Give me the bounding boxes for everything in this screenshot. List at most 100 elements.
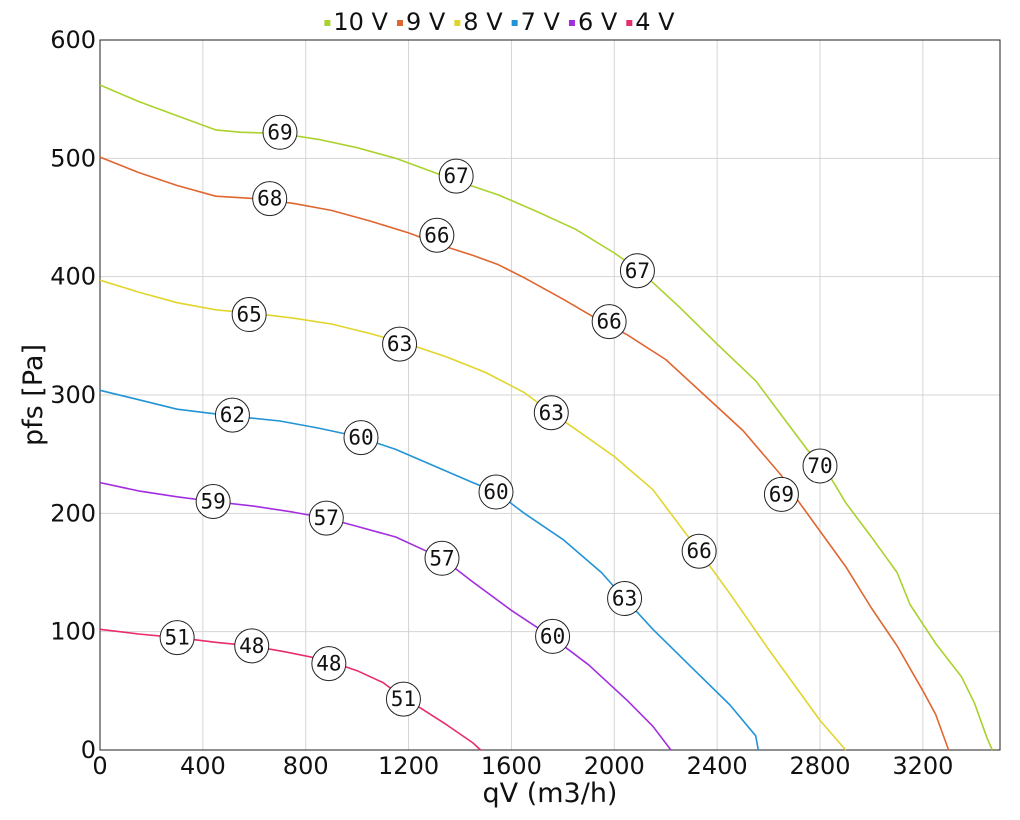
- data-label-circle: [763, 476, 799, 512]
- legend-label: 4 V: [635, 8, 675, 36]
- y-tick-labels: 0 100 200 300 400 500 600: [50, 26, 96, 764]
- legend-label: 9 V: [406, 8, 446, 36]
- data-label-text: 66: [596, 310, 621, 334]
- data-label-text: 60: [483, 480, 508, 504]
- x-tick-label: 2400: [687, 752, 748, 780]
- data-label: 60: [343, 420, 379, 456]
- data-label-text: 63: [387, 332, 412, 356]
- y-tick-label: 200: [50, 499, 96, 527]
- data-label-text: 69: [769, 482, 794, 506]
- data-label-circle: [234, 628, 270, 664]
- legend-swatch: [396, 20, 403, 26]
- plot-frame: [99, 39, 1001, 751]
- legend-item: 8 V: [454, 8, 503, 36]
- x-tick-label: 400: [180, 752, 226, 780]
- x-tick-label: 1200: [378, 752, 439, 780]
- data-label-circle: [802, 448, 838, 484]
- x-tick-label: 0: [92, 752, 107, 780]
- series-line: [99, 628, 482, 751]
- data-label-circle: [607, 581, 643, 617]
- x-tick-label: 800: [283, 752, 329, 780]
- data-label: 48: [311, 646, 347, 682]
- data-label-circle: [591, 304, 627, 340]
- series-line: [99, 481, 672, 751]
- x-tick-label: 3200: [892, 752, 953, 780]
- data-label-text: 70: [807, 454, 832, 478]
- x-tick-label: 2800: [789, 752, 850, 780]
- data-label-text: 67: [625, 259, 650, 283]
- data-label: 57: [308, 500, 344, 536]
- y-tick-label: 500: [50, 144, 96, 172]
- data-label-text: 57: [314, 506, 339, 530]
- data-label-circle: [535, 618, 571, 654]
- y-tick-label: 100: [50, 618, 96, 646]
- data-label-circle: [262, 114, 298, 150]
- data-label: 57: [424, 540, 460, 576]
- x-tick-label: 1600: [481, 752, 542, 780]
- data-label-text: 68: [257, 187, 282, 211]
- data-label: 60: [535, 618, 571, 654]
- x-tick-label: 2000: [584, 752, 645, 780]
- data-label-circle: [195, 484, 231, 519]
- data-label-circle: [159, 620, 195, 656]
- data-label-circle: [214, 397, 250, 433]
- data-label-text: 66: [424, 223, 449, 247]
- data-label-circle: [419, 217, 455, 253]
- data-label-circle: [343, 420, 379, 456]
- data-label-circle: [252, 181, 288, 217]
- legend-label: 7 V: [521, 8, 561, 36]
- legend-swatch: [626, 20, 633, 26]
- legend-item: 7 V: [511, 8, 561, 36]
- legend-label: 8 V: [463, 8, 503, 36]
- legend-swatch: [324, 20, 331, 26]
- data-label: 63: [382, 326, 418, 362]
- data-label-circle: [424, 540, 460, 576]
- legend-item: 6 V: [568, 8, 618, 36]
- data-label: 70: [802, 448, 838, 484]
- legend: 10 V 9 V 8 V 7 V 6 V 4 V: [324, 8, 675, 36]
- data-label-circle: [382, 326, 418, 362]
- data-label: 69: [763, 476, 799, 512]
- data-label: 67: [438, 158, 474, 194]
- data-label-text: 67: [443, 164, 468, 188]
- data-label-circle: [533, 395, 569, 431]
- legend-label: 6 V: [578, 8, 618, 36]
- data-label: 48: [234, 628, 270, 664]
- data-label: 51: [159, 620, 195, 656]
- x-tick-labels: 0 400 800 1200 1600 2000 2400 2800 3200: [92, 752, 953, 780]
- y-tick-label: 0: [81, 736, 96, 764]
- data-label: 67: [619, 253, 655, 289]
- data-labels: 69 67 67 70 68 66 66 69 65 63 63 66 62 60 60 63 59 57 57 60…: [159, 114, 838, 717]
- y-axis-title: pfs [Pa]: [18, 344, 49, 446]
- legend-item: 9 V: [396, 8, 446, 36]
- data-label-circle: [308, 500, 344, 536]
- y-tick-label: 600: [50, 26, 96, 54]
- data-label: 66: [681, 533, 717, 569]
- data-label-text: 62: [220, 403, 245, 427]
- y-tick-label: 400: [50, 263, 96, 291]
- data-label: 60: [478, 474, 514, 510]
- data-label-text: 48: [239, 634, 264, 658]
- x-axis-title: qV (m3/h): [483, 778, 618, 809]
- data-label-text: 48: [316, 652, 341, 676]
- legend-item: 10 V: [324, 8, 389, 36]
- legend-item: 4 V: [626, 8, 675, 36]
- legend-label: 10 V: [333, 8, 388, 36]
- data-label-text: 63: [612, 587, 637, 611]
- y-tick-label: 300: [50, 381, 96, 409]
- data-label: 65: [231, 297, 267, 333]
- data-label: 62: [214, 397, 250, 433]
- data-label-text: 63: [539, 401, 564, 425]
- data-label: 59: [195, 484, 231, 519]
- data-label-circle: [478, 474, 514, 510]
- legend-swatch: [511, 20, 518, 26]
- data-label-text: 65: [236, 303, 261, 327]
- data-label-text: 51: [391, 687, 416, 711]
- data-label-circle: [311, 646, 347, 682]
- data-label: 51: [385, 681, 421, 717]
- data-label-text: 51: [164, 626, 189, 650]
- data-label: 66: [591, 304, 627, 340]
- data-label-text: 57: [429, 546, 454, 570]
- data-label-circle: [231, 297, 267, 333]
- data-label: 69: [262, 114, 298, 150]
